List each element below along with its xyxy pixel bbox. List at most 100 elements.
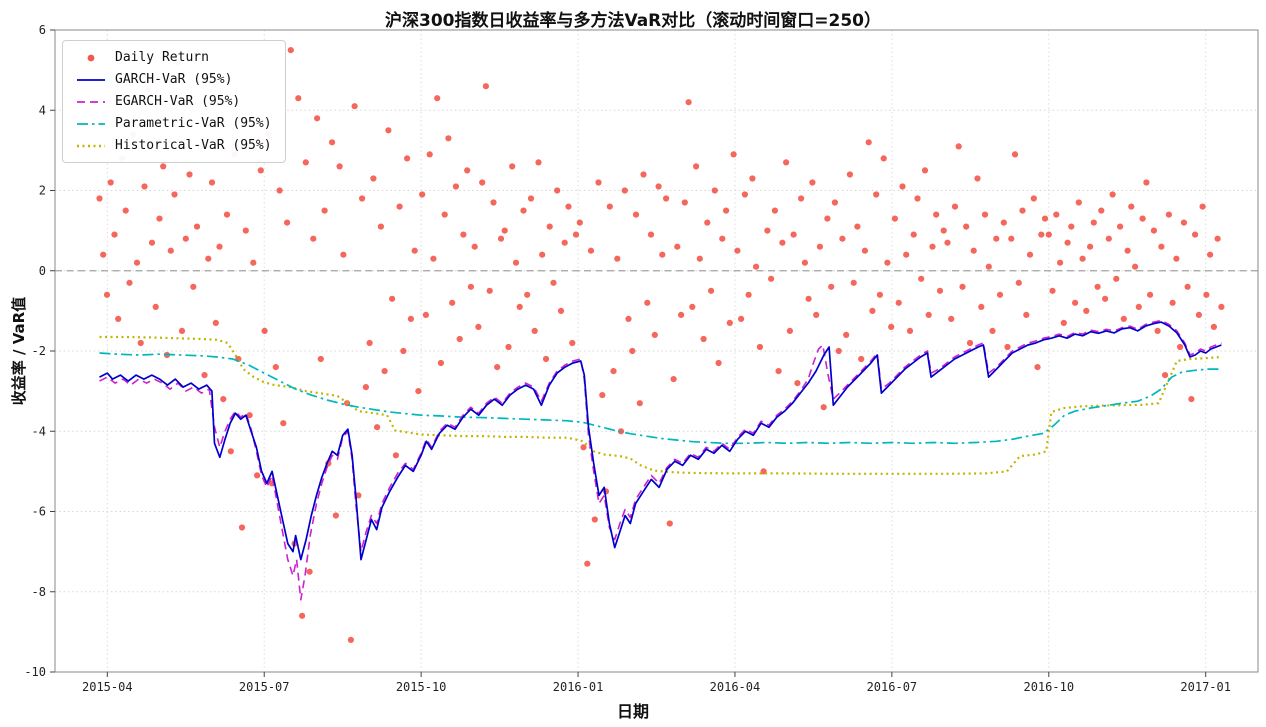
scatter-point (764, 227, 771, 234)
parametric-var-swatch-glyph (77, 122, 105, 125)
scatter-point (193, 223, 201, 230)
scatter-point (1030, 195, 1037, 202)
scatter-point (1180, 219, 1187, 226)
scatter-point (167, 247, 174, 254)
scatter-point (1075, 199, 1082, 206)
legend-item-daily-return: Daily Return (76, 50, 272, 65)
scatter-point (512, 259, 520, 266)
scatter-point (1210, 323, 1217, 330)
y-tick-label: -10 (24, 665, 46, 679)
scatter-point (1165, 211, 1172, 218)
scatter-point (1124, 247, 1131, 254)
scatter-point (981, 211, 989, 218)
scatter-point (700, 335, 707, 343)
scatter-point (557, 307, 565, 314)
scatter-point (456, 335, 463, 343)
scatter-point (1064, 239, 1071, 246)
scatter-point (873, 191, 880, 198)
scatter-point (437, 359, 444, 367)
scatter-point (636, 400, 643, 407)
scatter-point (895, 299, 902, 306)
scatter-point (430, 255, 437, 262)
scatter-point (1008, 235, 1015, 242)
x-tick-label: 2016-10 (1023, 680, 1074, 694)
scatter-point (1015, 279, 1022, 286)
scatter-point (828, 283, 835, 290)
scatter-point (587, 247, 595, 254)
scatter-point (1049, 287, 1056, 294)
scatter-point (978, 303, 985, 310)
scatter-point (1072, 299, 1079, 306)
scatter-point (452, 183, 459, 190)
scatter-point (359, 195, 366, 202)
scatter-point (336, 163, 343, 170)
scatter-point (186, 171, 193, 178)
scatter-point (723, 207, 730, 214)
scatter-point (467, 283, 474, 290)
scatter-point (918, 275, 925, 282)
scatter-point (880, 155, 887, 162)
scatter-point (1038, 231, 1045, 238)
scatter-point (584, 560, 591, 567)
daily-return-swatch-glyph (87, 54, 95, 61)
scatter-point (816, 243, 824, 250)
scatter-point (366, 339, 373, 347)
scatter-point (719, 235, 726, 242)
scatter-point (561, 239, 568, 246)
scatter-point (753, 263, 760, 270)
scatter-point (1135, 303, 1142, 310)
scatter-point (726, 319, 733, 326)
scatter-point (865, 139, 872, 146)
scatter-point (377, 223, 384, 230)
scatter-point (426, 151, 433, 158)
scatter-point (96, 195, 103, 202)
scatter-point (1087, 243, 1094, 250)
garch-line-icon (76, 73, 106, 87)
scatter-point (321, 207, 328, 214)
scatter-point (824, 215, 831, 222)
scatter-point (914, 195, 921, 202)
scatter-point (182, 235, 189, 242)
garch-var-swatch-glyph (77, 78, 105, 81)
scatter-point (569, 339, 576, 347)
scatter-point (284, 219, 291, 226)
scatter-point (899, 183, 906, 190)
scatter-point (276, 187, 283, 194)
scatter-point (482, 83, 489, 90)
scatter-point (314, 115, 321, 122)
scatter-point (572, 231, 580, 238)
y-tick-label: 4 (39, 103, 46, 117)
y-tick-label: -4 (32, 424, 46, 438)
historical-var-swatch-glyph (77, 144, 105, 147)
egarch-line-icon (76, 95, 106, 109)
scatter-point (137, 339, 144, 347)
scatter-point (133, 259, 141, 266)
scatter-point (1132, 263, 1139, 270)
scatter-point (696, 255, 703, 262)
scatter-point (535, 159, 542, 166)
scatter-point (708, 287, 715, 294)
scatter-point (299, 612, 306, 619)
axis-ticks: -10 -8 -6 -4 -2 0 2 4 6 2015-04 2015-07 2015-10 2016… (24, 23, 1231, 694)
daily-return-points (96, 47, 1225, 644)
scatter-point (1019, 207, 1026, 214)
scatter-point (681, 199, 688, 206)
scatter-point (160, 163, 167, 170)
scatter-point (1079, 255, 1086, 262)
scatter-point (1004, 343, 1011, 351)
scatter-point (576, 219, 583, 226)
scatter-point (220, 396, 227, 403)
scatter-point (381, 368, 388, 375)
scatter-point (201, 372, 208, 379)
scatter-point (1117, 223, 1124, 230)
scatter-point (550, 279, 557, 286)
scatter-point (974, 175, 981, 182)
scatter-point (1199, 203, 1206, 210)
scatter-point (674, 243, 681, 250)
scatter-point (1150, 227, 1157, 234)
legend-label-egarch-var: EGARCH-VaR (95%) (115, 94, 241, 109)
scatter-point (906, 327, 914, 334)
scatter-point (385, 127, 392, 134)
